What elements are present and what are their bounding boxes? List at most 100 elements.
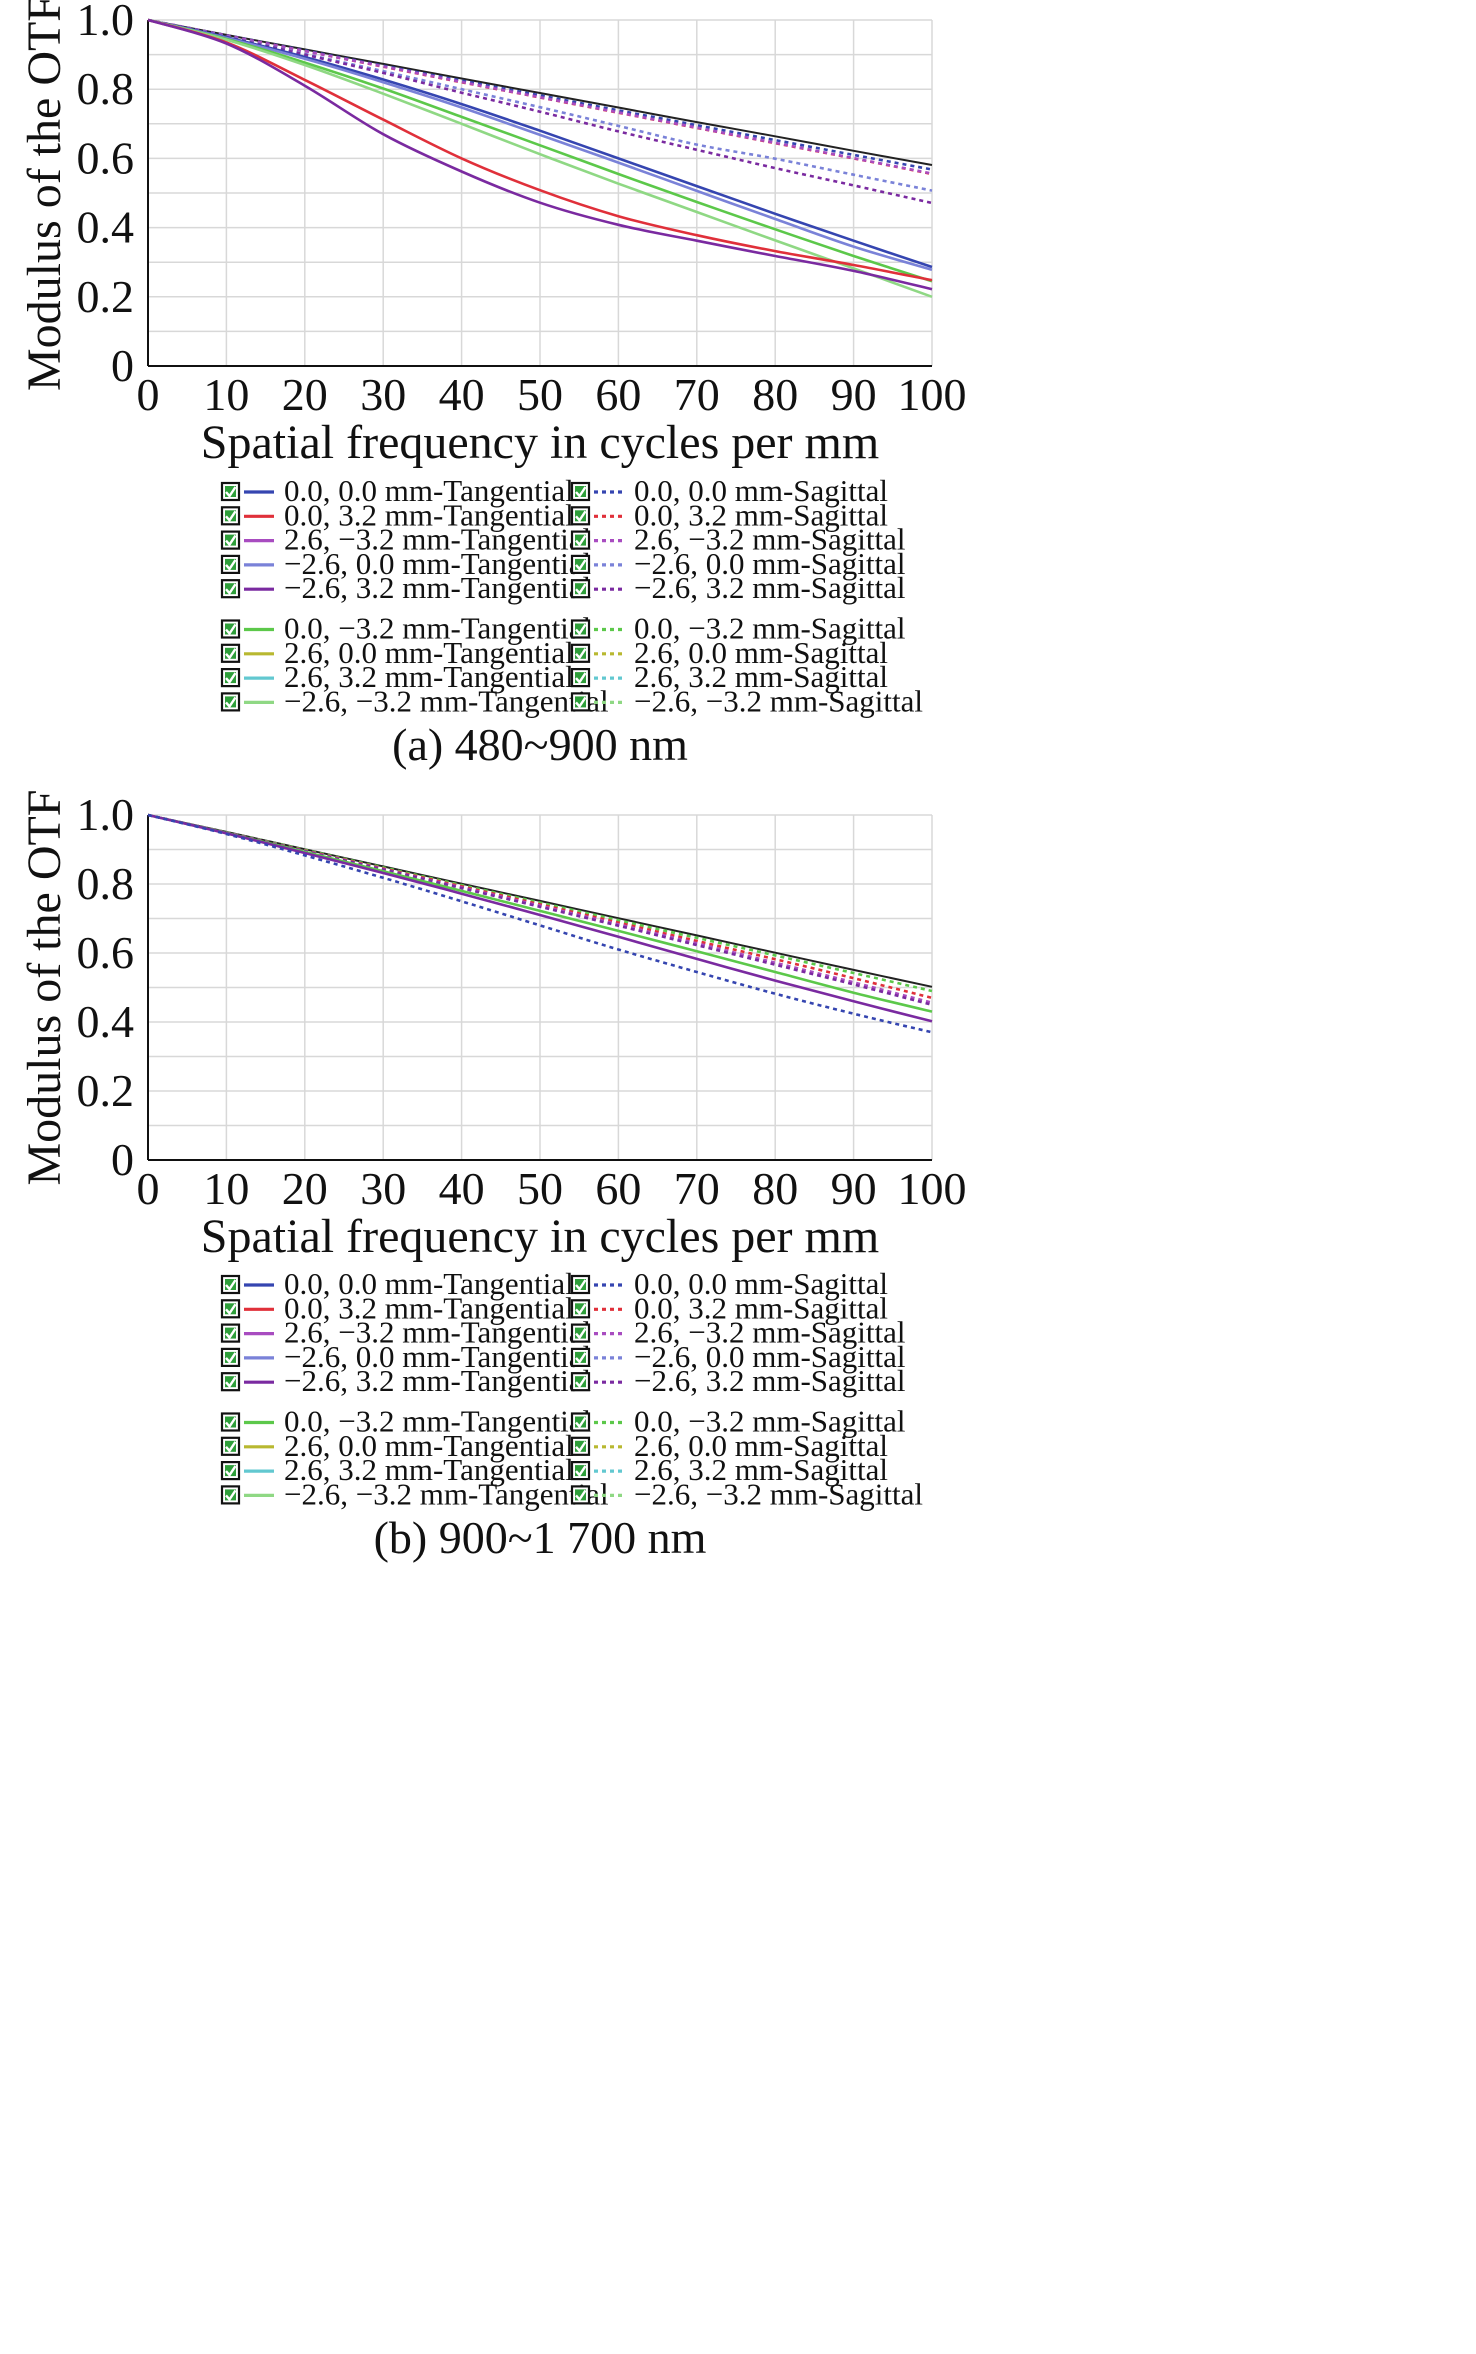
check-mark-icon (575, 534, 587, 547)
legend-label: 2.6, 3.2 mm-Sagittal (634, 659, 888, 694)
x-tick: 0 (137, 369, 160, 420)
check-mark-icon (225, 510, 237, 523)
legend-label: 2.6, −3.2 mm-Tangential (284, 522, 591, 557)
legend-label: −2.6, −3.2 mm-Tangential (284, 683, 609, 718)
y-ticks-b: 0 0.2 0.4 0.6 0.8 1.0 (77, 789, 135, 1185)
checkbox-fill (575, 1351, 586, 1363)
legend-b: 0.0, 0.0 mm-Tangential 0.0, 3.2 mm-Tange… (220, 1266, 923, 1511)
check-mark-icon (225, 1465, 237, 1478)
x-ticks-a: 0 10 20 30 40 50 60 70 80 90 100 (137, 369, 967, 420)
check-mark-icon (225, 1441, 237, 1453)
legend-label: 0.0, −3.2 mm-Sagittal (634, 611, 906, 646)
legend-label: 0.0, 3.2 mm-Tangential (284, 1290, 574, 1325)
x-axis-title: Spatial frequency in cycles per mm (201, 1210, 879, 1263)
x-tick: 40 (439, 369, 485, 420)
grid-b (147, 814, 933, 1161)
x-tick: 30 (360, 369, 406, 420)
series-line (147, 18, 933, 282)
legend-label: 2.6, 0.0 mm-Tangential (284, 1428, 574, 1463)
x-tick: 90 (831, 369, 877, 420)
check-mark-icon (575, 510, 587, 523)
checkbox-fill (575, 1376, 586, 1388)
check-mark-icon (225, 1376, 237, 1389)
legend-label: 0.0, −3.2 mm-Tangential (284, 1404, 591, 1439)
check-mark-icon (575, 559, 587, 571)
checkbox-fill (225, 1303, 236, 1315)
checkbox-fill (225, 1489, 236, 1501)
x-tick: 80 (752, 369, 798, 420)
check-mark-icon (225, 1416, 237, 1429)
check-mark-icon (575, 1327, 587, 1340)
y-tick: 1.0 (77, 0, 135, 45)
legend-label: 0.0, 0.0 mm-Sagittal (634, 473, 888, 508)
curves-a (147, 18, 933, 299)
checkbox-fill (575, 486, 586, 497)
checkbox-fill (575, 1489, 586, 1501)
y-tick: 1.0 (77, 789, 135, 840)
check-mark-icon (575, 1352, 587, 1364)
x-tick: 10 (203, 369, 249, 420)
legend-label: 2.6, 0.0 mm-Sagittal (634, 635, 888, 670)
x-tick: 70 (674, 1163, 720, 1214)
y-tick: 0.6 (77, 927, 135, 978)
legend-label: 0.0, 0.0 mm-Tangential (284, 473, 574, 508)
y-tick: 0.6 (77, 132, 135, 183)
x-tick: 40 (439, 1163, 485, 1214)
series-line (147, 18, 933, 291)
legend-label: 2.6, 0.0 mm-Sagittal (634, 1428, 888, 1463)
checkbox-fill (575, 558, 586, 570)
legend-label: −2.6, 0.0 mm-Tangential (284, 546, 591, 581)
check-mark-icon (575, 1416, 587, 1429)
checkbox-fill (575, 696, 586, 708)
x-ticks-b: 0 10 20 30 40 50 60 70 80 90 100 (137, 1163, 967, 1214)
checkbox-fill (575, 1416, 586, 1428)
chart-panel-a: 0 10 20 30 40 50 60 70 80 90 100 0 0.2 0… (18, 0, 967, 770)
checkbox-fill (575, 583, 586, 595)
checkbox-fill (225, 534, 236, 546)
y-tick: 0 (111, 340, 134, 391)
check-mark-icon (225, 1352, 237, 1364)
checkbox-fill (575, 1465, 586, 1477)
legend-label: 2.6, −3.2 mm-Tangential (284, 1315, 591, 1350)
check-mark-icon (225, 1279, 237, 1291)
legend-label: −2.6, 3.2 mm-Tangential (284, 570, 591, 605)
check-mark-icon (225, 583, 237, 596)
check-mark-icon (225, 672, 237, 685)
series-line (147, 18, 933, 272)
checkbox-fill (575, 1303, 586, 1315)
checkbox-fill (575, 534, 586, 546)
chart-panel-b: 0 10 20 30 40 50 60 70 80 90 100 0 0.2 0… (18, 789, 967, 1563)
checkbox-fill (575, 1279, 586, 1290)
check-mark-icon (225, 1327, 237, 1340)
x-tick: 0 (137, 1163, 160, 1214)
series-line (147, 18, 933, 299)
checkbox-fill (225, 1327, 236, 1339)
checkbox-fill (225, 1416, 236, 1428)
legend-label: 0.0, 0.0 mm-Sagittal (634, 1266, 888, 1301)
check-mark-icon (225, 623, 237, 636)
figure-caption: (a) 480~900 nm (392, 719, 688, 770)
checkbox-fill (575, 510, 586, 522)
x-tick: 100 (898, 1163, 967, 1214)
grid-a (147, 19, 933, 367)
legend-label: 0.0, −3.2 mm-Tangential (284, 611, 591, 646)
check-mark-icon (575, 486, 587, 498)
checkbox-fill (225, 647, 236, 659)
legend-label: 0.0, −3.2 mm-Sagittal (634, 1404, 906, 1439)
curves-b (147, 813, 933, 1034)
series-line (147, 19, 933, 166)
x-tick: 20 (282, 369, 328, 420)
check-mark-icon (575, 1279, 587, 1291)
series-line (147, 18, 933, 175)
x-tick: 20 (282, 1163, 328, 1214)
check-mark-icon (575, 1376, 587, 1389)
check-mark-icon (225, 1489, 237, 1502)
y-tick: 0.8 (77, 63, 135, 114)
x-tick: 60 (595, 369, 641, 420)
checkbox-fill (225, 696, 236, 708)
y-axis-title: Modulus of the OTF (18, 0, 71, 391)
legend-label: 0.0, 3.2 mm-Sagittal (634, 1290, 888, 1325)
checkbox-fill (225, 623, 236, 635)
legend-label: 2.6, −3.2 mm-Sagittal (634, 1315, 906, 1350)
